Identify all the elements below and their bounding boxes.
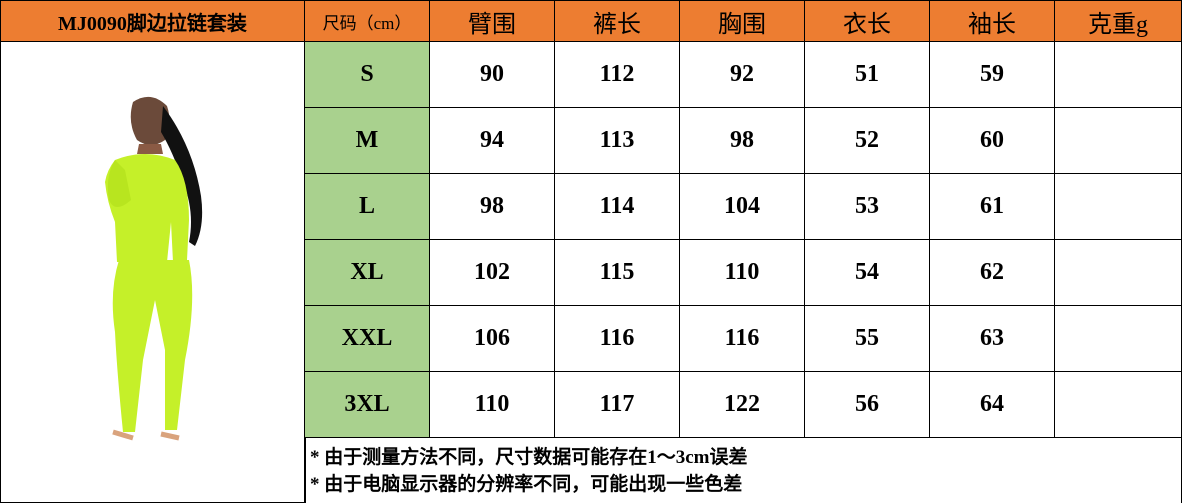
size-cell: XXL <box>305 306 430 372</box>
header-cell: 尺码（cm） <box>305 0 430 42</box>
size-cell: XL <box>305 240 430 306</box>
size-cell: S <box>305 42 430 108</box>
value-cell: 98 <box>430 174 555 240</box>
value-cell: 52 <box>805 108 930 174</box>
value-cell: 114 <box>555 174 680 240</box>
value-cell <box>1055 174 1182 240</box>
value-cell: 116 <box>555 306 680 372</box>
value-cell: 53 <box>805 174 930 240</box>
value-cell: 98 <box>680 108 805 174</box>
value-cell: 116 <box>680 306 805 372</box>
value-cell: 59 <box>930 42 1055 108</box>
value-cell: 106 <box>430 306 555 372</box>
header-cell: 克重g <box>1055 0 1182 42</box>
value-cell: 51 <box>805 42 930 108</box>
value-cell <box>1055 42 1182 108</box>
header-cell: 裤长 <box>555 0 680 42</box>
header-cell: 胸围 <box>680 0 805 42</box>
value-cell <box>1055 306 1182 372</box>
header-cell: MJ0090脚边拉链套装 <box>0 0 305 42</box>
header-cell: 臂围 <box>430 0 555 42</box>
value-cell: 117 <box>555 372 680 438</box>
header-cell: 衣长 <box>805 0 930 42</box>
value-cell: 110 <box>680 240 805 306</box>
value-cell: 122 <box>680 372 805 438</box>
value-cell: 90 <box>430 42 555 108</box>
value-cell: 104 <box>680 174 805 240</box>
header-cell: 袖长 <box>930 0 1055 42</box>
note: * 由于测量方法不同，尺寸数据可能存在1～3cm误差 <box>310 447 748 468</box>
value-cell: 62 <box>930 240 1055 306</box>
product-image-cell <box>0 42 305 503</box>
size-cell: L <box>305 174 430 240</box>
value-cell: 63 <box>930 306 1055 372</box>
value-cell: 113 <box>555 108 680 174</box>
value-cell: 64 <box>930 372 1055 438</box>
value-cell: 115 <box>555 240 680 306</box>
product-image <box>104 96 202 441</box>
value-cell <box>1055 240 1182 306</box>
value-cell: 54 <box>805 240 930 306</box>
value-cell: 110 <box>430 372 555 438</box>
value-cell: 92 <box>680 42 805 108</box>
size-cell: M <box>305 108 430 174</box>
note: * 由于电脑显示器的分辨率不同，可能出现一些色差 <box>310 474 743 495</box>
value-cell: 56 <box>805 372 930 438</box>
size-cell: 3XL <box>305 372 430 438</box>
notes: * 由于测量方法不同，尺寸数据可能存在1～3cm误差 * 由于电脑显示器的分辨率… <box>305 438 1182 503</box>
value-cell <box>1055 108 1182 174</box>
value-cell: 55 <box>805 306 930 372</box>
value-cell: 94 <box>430 108 555 174</box>
value-cell: 60 <box>930 108 1055 174</box>
value-cell: 102 <box>430 240 555 306</box>
value-cell: 112 <box>555 42 680 108</box>
value-cell <box>1055 372 1182 438</box>
value-cell: 61 <box>930 174 1055 240</box>
